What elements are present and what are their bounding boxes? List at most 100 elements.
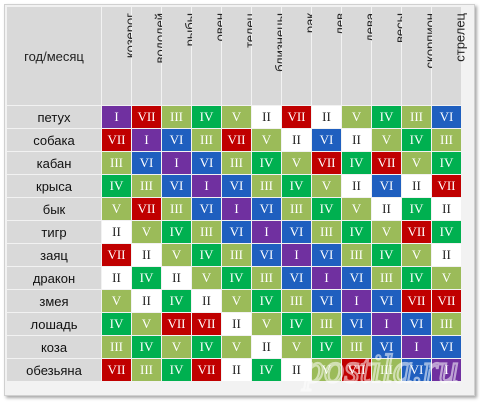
compatibility-cell: VII (132, 198, 161, 220)
compatibility-cell: III (132, 175, 161, 197)
compatibility-cell: III (162, 198, 191, 220)
compatibility-cell: I (432, 359, 461, 381)
compatibility-cell: IV (282, 313, 311, 335)
compatibility-cell: II (432, 198, 461, 220)
month-header: скорпион (402, 7, 437, 105)
compatibility-cell: III (252, 267, 281, 289)
compatibility-cell: V (222, 336, 251, 358)
compatibility-cell: V (282, 336, 311, 358)
compatibility-cell: V (102, 290, 131, 312)
year-label: коза (7, 336, 101, 358)
compatibility-cell: I (132, 129, 161, 151)
compatibility-cell: V (432, 267, 461, 289)
compatibility-cell: IV (282, 175, 311, 197)
table-row: заяц VII II V IV III VI I VI III IV V II (7, 244, 461, 266)
compatibility-cell: III (432, 129, 461, 151)
month-header: дева (342, 7, 377, 105)
year-label: тигр (7, 221, 101, 243)
table-row: дракон II IV II V IV III VI I VI III IV V (7, 267, 461, 289)
compatibility-cell: IV (192, 106, 221, 128)
compatibility-cell: IV (222, 267, 251, 289)
compatibility-cell: II (312, 106, 341, 128)
compatibility-cell: III (222, 244, 251, 266)
compatibility-cell: IV (252, 152, 281, 174)
compatibility-cell: VI (282, 267, 311, 289)
compatibility-cell: V (132, 221, 161, 243)
compatibility-cell: III (132, 359, 161, 381)
table-row: тигр II V IV III VI I VI III IV V VII IV (7, 221, 461, 243)
compatibility-cell: III (252, 175, 281, 197)
compatibility-cell: V (102, 198, 131, 220)
compatibility-cell: III (102, 152, 131, 174)
year-label: крыса (7, 175, 101, 197)
month-header: водолей (132, 7, 167, 105)
compatibility-cell: VII (102, 359, 131, 381)
compatibility-cell: V (342, 106, 371, 128)
compatibility-cell: V (372, 129, 401, 151)
month-header: рак (282, 7, 317, 105)
compatibility-cell: VII (372, 152, 401, 174)
compatibility-cell: IV (192, 244, 221, 266)
month-header: стрелец (432, 7, 467, 105)
compatibility-cell: V (312, 359, 341, 381)
compatibility-cell: IV (192, 336, 221, 358)
compatibility-cell: II (342, 129, 371, 151)
compatibility-cell: III (312, 313, 341, 335)
compatibility-cell: I (282, 244, 311, 266)
compatibility-table: год/месяц козерог водолей рыбы овен телец бли… (6, 6, 467, 382)
compatibility-cell: II (372, 198, 401, 220)
compatibility-cell: V (162, 244, 191, 266)
compatibility-cell: III (282, 198, 311, 220)
compatibility-cell: VI (372, 336, 401, 358)
compatibility-cell: VII (222, 129, 251, 151)
compatibility-cell: VI (432, 106, 461, 128)
compatibility-cell: I (222, 198, 251, 220)
compatibility-cell: V (192, 267, 221, 289)
compatibility-cell: II (282, 359, 311, 381)
month-header: рыбы (162, 7, 197, 105)
compatibility-cell: IV (162, 290, 191, 312)
compatibility-cell: VI (402, 359, 431, 381)
compatibility-cell: V (342, 198, 371, 220)
year-label: кабан (7, 152, 101, 174)
compatibility-cell: IV (132, 267, 161, 289)
compatibility-cell: III (282, 290, 311, 312)
compatibility-cell: II (342, 175, 371, 197)
compatibility-cell: II (252, 106, 281, 128)
compatibility-cell: III (342, 336, 371, 358)
compatibility-cell: IV (312, 336, 341, 358)
compatibility-cell: I (102, 106, 131, 128)
compatibility-cell: VII (432, 175, 461, 197)
compatibility-cell: III (372, 267, 401, 289)
compatibility-cell: VI (222, 221, 251, 243)
year-label: бык (7, 198, 101, 220)
compatibility-cell: VII (342, 359, 371, 381)
compatibility-cell: IV (102, 313, 131, 335)
compatibility-cell: III (342, 244, 371, 266)
compatibility-cell: III (312, 221, 341, 243)
month-header: овен (192, 7, 227, 105)
compatibility-cell: VI (372, 290, 401, 312)
compatibility-cell: III (192, 129, 221, 151)
compatibility-cell: II (222, 313, 251, 335)
compatibility-cell: I (372, 313, 401, 335)
compatibility-cell: II (102, 221, 131, 243)
compatibility-cell: V (402, 152, 431, 174)
table-row: бык V VII III VI I VI III IV V II IV II (7, 198, 461, 220)
compatibility-cell: IV (432, 152, 461, 174)
compatibility-cell: II (102, 267, 131, 289)
compatibility-cell: VII (102, 129, 131, 151)
compatibility-cell: V (252, 313, 281, 335)
compatibility-cell: VI (342, 267, 371, 289)
compatibility-cell: VI (282, 221, 311, 243)
compatibility-cell: IV (432, 221, 461, 243)
year-label: заяц (7, 244, 101, 266)
compatibility-cell: V (312, 175, 341, 197)
month-header: близнецы (252, 7, 287, 105)
compatibility-cell: II (132, 244, 161, 266)
compatibility-cell: IV (252, 359, 281, 381)
compatibility-cell: III (432, 313, 461, 335)
year-label: лошадь (7, 313, 101, 335)
compatibility-cell: IV (342, 152, 371, 174)
table-body: петух I VII III IV V II VII II V IV III VI собака VII I… (7, 106, 461, 381)
